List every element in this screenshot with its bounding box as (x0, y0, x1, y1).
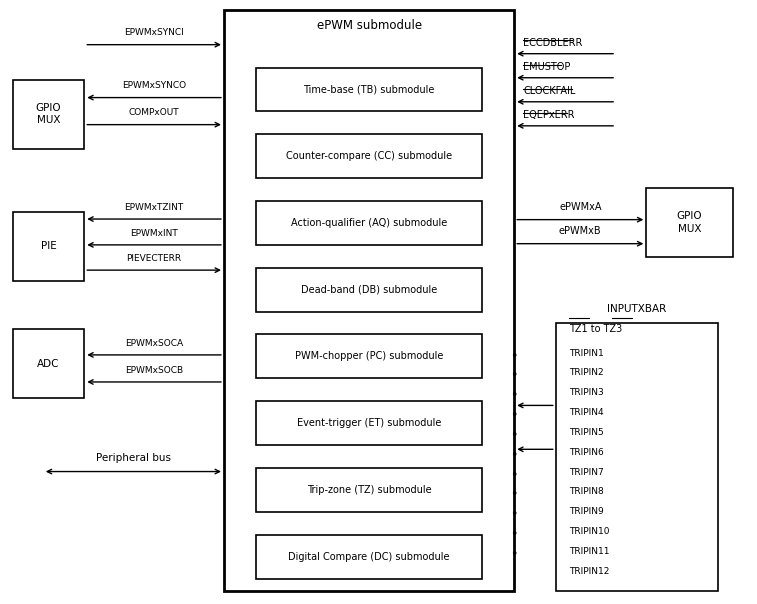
Text: TRIPIN7: TRIPIN7 (569, 467, 604, 477)
Text: •: • (510, 350, 518, 362)
Text: •: • (510, 409, 518, 422)
Text: EQEPxERR: EQEPxERR (523, 110, 575, 120)
Text: GPIO
MUX: GPIO MUX (677, 211, 702, 234)
Text: •: • (510, 489, 518, 501)
Bar (13, 212, 84, 281)
Bar (13, 329, 84, 398)
Text: TRIPIN5: TRIPIN5 (569, 428, 604, 437)
Text: Action-qualifier (AQ) submodule: Action-qualifier (AQ) submodule (291, 218, 447, 228)
Text: ePWMxA: ePWMxA (559, 202, 602, 213)
Text: EPWMxSYNCI: EPWMxSYNCI (124, 28, 184, 37)
Bar (256, 134, 482, 178)
Text: TRIPIN3: TRIPIN3 (569, 388, 604, 397)
Bar (256, 401, 482, 445)
Text: •: • (510, 528, 518, 541)
Text: EMUSTOP: EMUSTOP (523, 62, 571, 72)
Bar (646, 188, 733, 257)
Text: EPWMxTZINT: EPWMxTZINT (124, 203, 184, 212)
Bar (13, 80, 84, 149)
Text: TRIPIN4: TRIPIN4 (569, 408, 604, 417)
Text: •: • (510, 390, 518, 402)
Text: TRIPIN12: TRIPIN12 (569, 567, 609, 576)
Text: EPWMxSOCA: EPWMxSOCA (125, 339, 183, 348)
Text: CLOCKFAIL: CLOCKFAIL (523, 86, 575, 96)
Text: •: • (510, 370, 518, 382)
Text: TRIPIN11: TRIPIN11 (569, 547, 610, 556)
Text: Event-trigger (ET) submodule: Event-trigger (ET) submodule (297, 418, 441, 428)
Text: ECCDBLERR: ECCDBLERR (523, 37, 583, 48)
Bar (256, 68, 482, 111)
Text: Peripheral bus: Peripheral bus (96, 452, 171, 463)
Text: ePWM submodule: ePWM submodule (316, 19, 422, 33)
Bar (256, 268, 482, 312)
Bar (256, 535, 482, 579)
Text: COMPxOUT: COMPxOUT (129, 109, 179, 117)
Bar (256, 201, 482, 245)
Text: EPWMxSOCB: EPWMxSOCB (125, 366, 183, 374)
Text: •: • (510, 449, 518, 462)
Text: TRIPIN1: TRIPIN1 (569, 349, 604, 358)
Text: TZ1 to TZ3: TZ1 to TZ3 (569, 324, 622, 334)
Text: PIEVECTERR: PIEVECTERR (126, 254, 182, 263)
Bar (556, 323, 718, 591)
Text: TRIPIN2: TRIPIN2 (569, 368, 604, 378)
Text: TRIPIN6: TRIPIN6 (569, 448, 604, 457)
Text: •: • (510, 429, 518, 442)
Text: •: • (510, 548, 518, 561)
Text: Counter-compare (CC) submodule: Counter-compare (CC) submodule (286, 151, 452, 161)
Text: ADC: ADC (37, 359, 60, 368)
Text: EPWMxINT: EPWMxINT (130, 229, 178, 237)
Text: Time-base (TB) submodule: Time-base (TB) submodule (304, 85, 435, 94)
Bar (256, 335, 482, 378)
Text: EPWMxSYNCO: EPWMxSYNCO (122, 82, 186, 91)
Text: ePWMxB: ePWMxB (559, 226, 602, 237)
Text: TRIPIN9: TRIPIN9 (569, 507, 604, 516)
Text: INPUTXBAR: INPUTXBAR (607, 304, 666, 314)
Text: PIE: PIE (41, 242, 57, 251)
Bar (256, 468, 482, 512)
Text: TRIPIN10: TRIPIN10 (569, 527, 610, 536)
Text: Digital Compare (DC) submodule: Digital Compare (DC) submodule (288, 551, 450, 562)
Bar (224, 10, 514, 591)
Text: Trip-zone (TZ) submodule: Trip-zone (TZ) submodule (307, 485, 431, 495)
Text: •: • (510, 469, 518, 481)
Text: Dead-band (DB) submodule: Dead-band (DB) submodule (301, 284, 438, 295)
Text: PWM-chopper (PC) submodule: PWM-chopper (PC) submodule (295, 352, 444, 361)
Text: TRIPIN8: TRIPIN8 (569, 487, 604, 496)
Text: GPIO
MUX: GPIO MUX (36, 103, 61, 125)
Text: •: • (510, 509, 518, 521)
